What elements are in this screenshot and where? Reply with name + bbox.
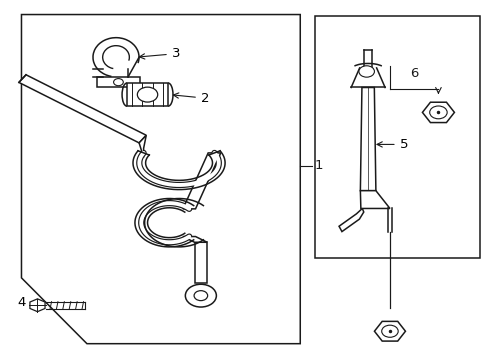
Circle shape: [429, 106, 446, 119]
Text: 4: 4: [18, 296, 41, 309]
Polygon shape: [30, 299, 45, 312]
Text: 1: 1: [314, 159, 323, 172]
Polygon shape: [139, 135, 146, 158]
Polygon shape: [360, 191, 389, 208]
Polygon shape: [183, 153, 220, 209]
Text: 2: 2: [173, 92, 209, 105]
Polygon shape: [183, 237, 207, 242]
Polygon shape: [19, 75, 146, 143]
Polygon shape: [127, 83, 168, 106]
Circle shape: [194, 291, 207, 301]
Polygon shape: [422, 102, 453, 122]
Circle shape: [185, 284, 216, 307]
Text: 5: 5: [376, 138, 407, 151]
Polygon shape: [374, 321, 405, 341]
Text: 6: 6: [409, 67, 418, 80]
Polygon shape: [338, 208, 363, 231]
Polygon shape: [350, 68, 385, 87]
Circle shape: [381, 325, 397, 337]
Polygon shape: [97, 77, 140, 87]
Polygon shape: [194, 242, 207, 283]
Polygon shape: [360, 87, 375, 191]
Circle shape: [137, 87, 158, 102]
Text: 3: 3: [139, 47, 180, 60]
Circle shape: [113, 78, 123, 86]
Circle shape: [358, 66, 374, 77]
